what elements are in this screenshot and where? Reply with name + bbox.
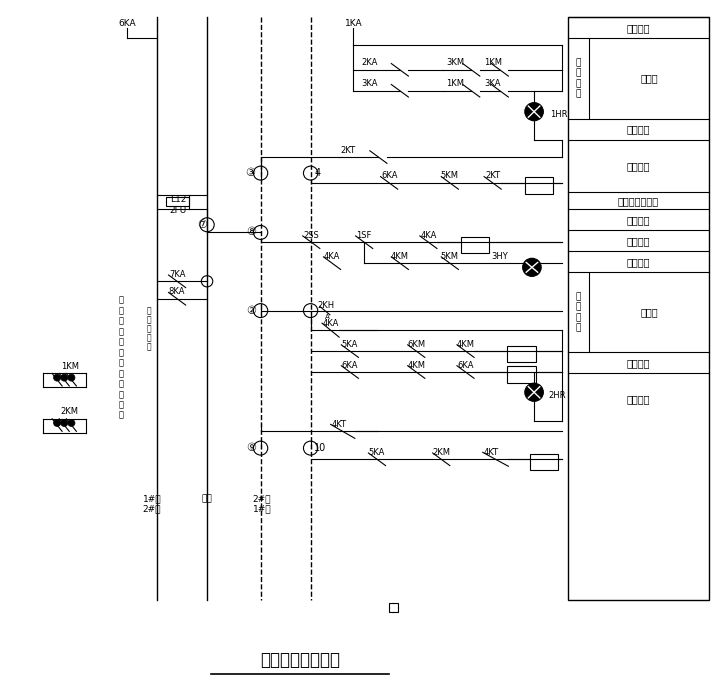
Text: 控制电源及保护: 控制电源及保护	[618, 195, 659, 206]
Text: 叱: 叱	[146, 306, 151, 315]
Bar	[166, 197, 189, 206]
Text: 2HR: 2HR	[548, 391, 566, 399]
Text: 5KM: 5KM	[441, 172, 459, 180]
Text: 4KM: 4KM	[407, 361, 426, 369]
Text: 1KA: 1KA	[345, 19, 362, 27]
Text: 6KA: 6KA	[341, 361, 358, 369]
Text: 5KA: 5KA	[342, 340, 358, 348]
Text: 全
压
运
行: 全 压 运 行	[575, 59, 581, 98]
Circle shape	[68, 419, 75, 426]
Text: 1KM: 1KM	[61, 362, 79, 371]
Text: 稳压泵二次原理图: 稳压泵二次原理图	[260, 651, 340, 669]
Text: 惌: 惌	[146, 334, 151, 342]
Text: ③: ③	[245, 168, 255, 178]
Circle shape	[68, 374, 75, 381]
Text: 3HY: 3HY	[491, 252, 508, 260]
Text: 2FU: 2FU	[169, 207, 186, 215]
Bar	[507, 366, 536, 383]
Text: 泩: 泩	[119, 380, 124, 388]
Text: 1KM: 1KM	[446, 80, 465, 88]
Text: 迴: 迴	[119, 306, 124, 315]
Circle shape	[523, 258, 541, 276]
Bar	[530, 454, 558, 470]
Text: ②: ②	[246, 306, 256, 315]
Text: 3KA: 3KA	[361, 80, 378, 88]
Text: 6KA: 6KA	[381, 172, 398, 180]
Text: 接触器: 接触器	[640, 73, 658, 84]
Circle shape	[525, 103, 543, 121]
Text: 2KT: 2KT	[485, 172, 501, 180]
Text: 2#用
1#备: 2#用 1#备	[253, 494, 271, 514]
Text: 湀: 湀	[119, 390, 124, 399]
Text: 5KM: 5KM	[441, 252, 459, 260]
Text: 8KA: 8KA	[169, 288, 186, 296]
Text: 号: 号	[119, 411, 124, 419]
Text: 4KT: 4KT	[331, 420, 347, 429]
Text: 备用自投: 备用自投	[627, 161, 650, 171]
Text: 1KM: 1KM	[483, 59, 502, 67]
Text: 1#用
2#备: 1#用 2#备	[143, 494, 161, 514]
Text: 4KA: 4KA	[323, 319, 338, 327]
Circle shape	[54, 374, 61, 381]
Text: 1HR: 1HR	[550, 110, 568, 119]
Text: 6KA: 6KA	[457, 361, 474, 369]
Text: 汩: 汩	[119, 369, 124, 378]
Text: 运行指示: 运行指示	[627, 358, 650, 368]
Text: 2SS: 2SS	[303, 231, 319, 239]
Text: 侁: 侁	[119, 348, 124, 357]
Text: 2KH: 2KH	[317, 301, 334, 309]
Text: 接触器: 接触器	[640, 307, 658, 318]
Text: 迴: 迴	[146, 315, 151, 324]
Text: 仑: 仑	[146, 343, 151, 351]
Bar	[461, 237, 489, 253]
Text: 叱: 叱	[119, 296, 124, 304]
Text: 全
压
运
行: 全 压 运 行	[575, 292, 581, 332]
Text: 手动: 手动	[201, 494, 213, 503]
Bar	[507, 346, 536, 362]
Text: ⑧: ⑧	[246, 228, 256, 237]
Text: 2KT: 2KT	[341, 146, 356, 154]
Circle shape	[61, 374, 68, 381]
Bar	[525, 177, 553, 194]
Text: 仑: 仑	[119, 338, 124, 346]
Text: 癹: 癹	[119, 317, 124, 325]
Text: A: A	[325, 314, 329, 320]
Text: 3KM: 3KM	[446, 59, 465, 67]
Text: ⑦: ⑦	[197, 220, 207, 230]
Text: 6KA: 6KA	[119, 19, 136, 27]
Text: 3KA: 3KA	[484, 80, 501, 88]
Circle shape	[54, 419, 61, 426]
Text: 运行指示: 运行指示	[627, 124, 650, 134]
Bar	[568, 17, 709, 600]
Text: 备用自投: 备用自投	[627, 394, 650, 405]
Text: 4KT: 4KT	[483, 448, 499, 456]
Text: ⑨: ⑨	[246, 443, 256, 453]
Text: 4KM: 4KM	[456, 340, 475, 348]
Text: 1SF: 1SF	[356, 231, 372, 239]
Text: L12: L12	[171, 195, 186, 204]
Circle shape	[525, 383, 543, 401]
Text: 2KA: 2KA	[362, 59, 378, 67]
Text: 2KM: 2KM	[432, 448, 451, 456]
Circle shape	[61, 419, 68, 426]
Bar	[389, 603, 398, 612]
Text: 4: 4	[314, 168, 321, 178]
Text: 故障指示: 故障指示	[627, 236, 650, 246]
Text: 7KA: 7KA	[169, 270, 186, 279]
Text: 自动控制: 自动控制	[627, 23, 650, 33]
Text: 癹: 癹	[146, 325, 151, 333]
Text: 6KM: 6KM	[407, 340, 426, 348]
Text: 惌: 惌	[119, 327, 124, 336]
Text: 编: 编	[119, 401, 124, 409]
Text: 5KA: 5KA	[369, 448, 385, 456]
Text: 2KM: 2KM	[61, 408, 79, 416]
Text: 4KA: 4KA	[421, 231, 436, 239]
Text: 4KM: 4KM	[391, 252, 409, 260]
Text: 手动控制: 手动控制	[627, 215, 650, 225]
Text: 自动控制: 自动控制	[627, 257, 650, 267]
Text: 10: 10	[314, 443, 326, 453]
Text: 忕: 忕	[119, 359, 124, 367]
Text: 4KA: 4KA	[324, 252, 340, 260]
